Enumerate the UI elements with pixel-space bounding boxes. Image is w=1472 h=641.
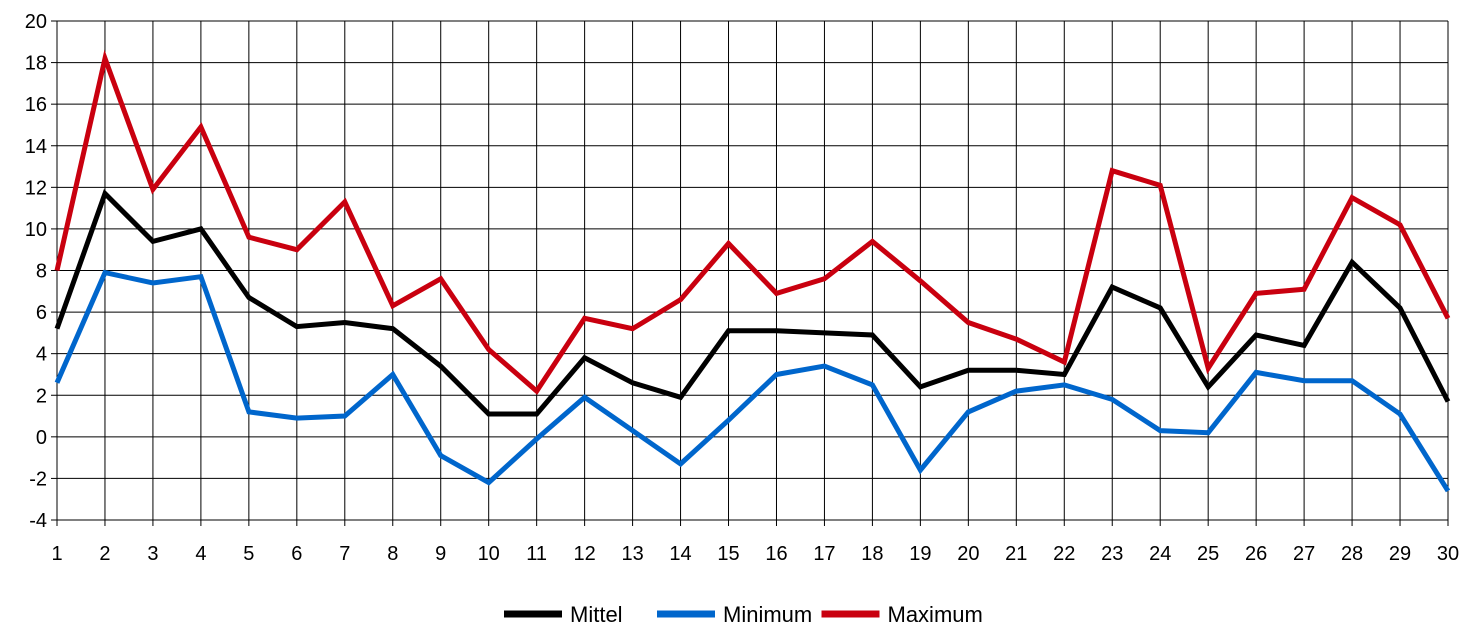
- x-tick-label: 23: [1101, 543, 1123, 565]
- x-axis-ticks: 1 2 3 4 5 6 7 8 9 10 11 12 13 14 15 16 17 18 19 20 21 22 23 24 2…: [51, 543, 1459, 565]
- series-line-mittel: [54, 189, 1451, 417]
- x-tick-label: 15: [717, 543, 739, 565]
- y-tick-label: 6: [36, 302, 47, 324]
- legend-label: Minimum: [723, 602, 812, 627]
- x-tick-label: 20: [957, 543, 979, 565]
- y-tick-label: 20: [25, 11, 47, 33]
- y-tick-label: -2: [29, 468, 47, 490]
- x-tick-label: 26: [1245, 543, 1267, 565]
- x-tick-label: 28: [1341, 543, 1363, 565]
- x-tick-label: 10: [478, 543, 500, 565]
- y-tick-label: 14: [25, 136, 47, 158]
- x-tick-label: 29: [1389, 543, 1411, 565]
- legend-item-maximum: Maximum: [821, 602, 983, 627]
- x-tick-label: 25: [1197, 543, 1219, 565]
- x-tick-label: 14: [669, 543, 691, 565]
- y-tick-label: 4: [36, 344, 47, 366]
- legend-label: Maximum: [888, 602, 983, 627]
- y-tick-label: 2: [36, 385, 47, 407]
- legend-item-minimum: Minimum: [657, 602, 812, 627]
- x-tick-label: 30: [1437, 543, 1459, 565]
- x-tick-label: 13: [621, 543, 643, 565]
- x-tick-label: 5: [243, 543, 254, 565]
- x-tick-label: 24: [1149, 543, 1171, 565]
- x-tick-label: 27: [1293, 543, 1315, 565]
- y-tick-label: -4: [29, 510, 47, 532]
- x-tick-label: 4: [195, 543, 206, 565]
- y-tick-label: 0: [36, 427, 47, 449]
- legend-item-mittel: Mittel: [504, 602, 623, 627]
- x-tick-label: 17: [813, 543, 835, 565]
- grid: [51, 20, 1449, 526]
- series-lines: [54, 49, 1451, 493]
- y-tick-label: 16: [25, 94, 47, 116]
- x-tick-label: 9: [435, 543, 446, 565]
- series-line-maximum: [54, 49, 1451, 395]
- x-tick-label: 6: [291, 543, 302, 565]
- x-tick-label: 11: [526, 543, 547, 565]
- y-axis-ticks: -4 -2 0 2 4 6 8 10 12 14 16 18 20: [25, 11, 47, 532]
- y-tick-label: 8: [36, 261, 47, 283]
- x-tick-label: 8: [387, 543, 398, 565]
- y-tick-label: 10: [25, 219, 47, 241]
- legend: Mittel Minimum Maximum: [504, 602, 983, 627]
- x-tick-label: 3: [147, 543, 158, 565]
- x-tick-label: 7: [339, 543, 350, 565]
- x-tick-label: 1: [51, 543, 62, 565]
- x-tick-label: 16: [765, 543, 787, 565]
- x-tick-label: 19: [909, 543, 931, 565]
- y-tick-label: 12: [25, 177, 47, 199]
- y-tick-label: 18: [25, 53, 47, 75]
- x-tick-label: 12: [573, 543, 595, 565]
- series-line-minimum: [54, 269, 1451, 493]
- x-tick-label: 21: [1005, 543, 1027, 565]
- x-tick-label: 18: [861, 543, 883, 565]
- legend-label: Mittel: [570, 602, 623, 627]
- x-tick-label: 2: [99, 543, 110, 565]
- x-tick-label: 22: [1053, 543, 1075, 565]
